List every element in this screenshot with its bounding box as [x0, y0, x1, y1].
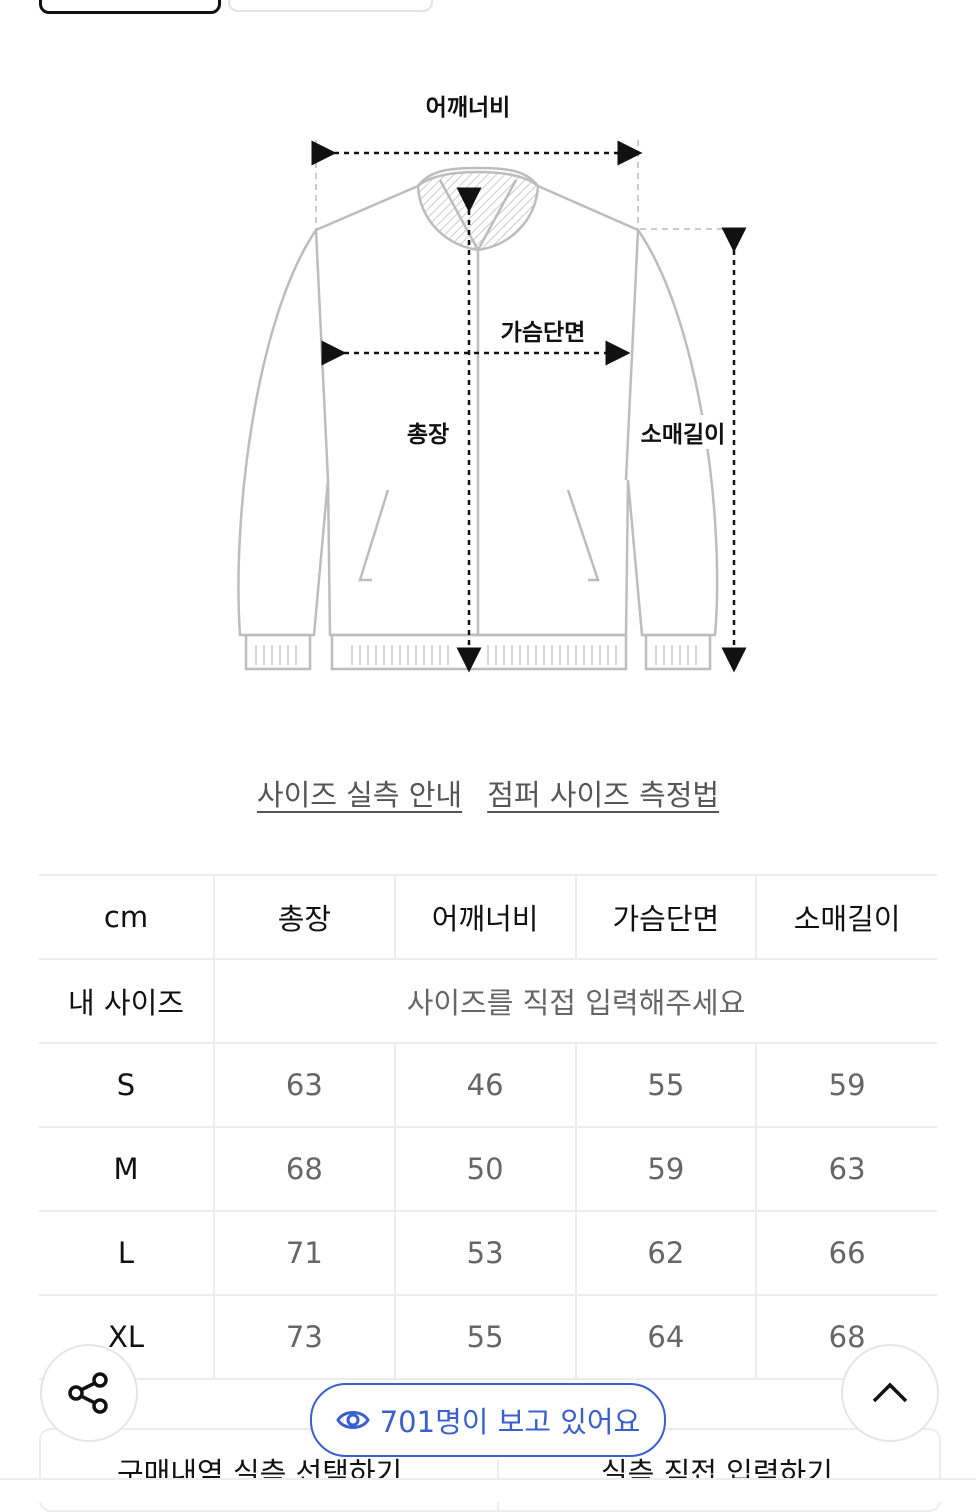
header-chest: 가슴단면 — [574, 874, 757, 960]
viewers-text: 701명이 보고 있어요 — [379, 1405, 641, 1439]
table-row: M 68 50 59 63 — [39, 1126, 937, 1212]
size-label: S — [39, 1042, 214, 1128]
table-row: XL 73 55 64 68 — [39, 1294, 937, 1380]
tab-button-selected[interactable] — [39, 0, 221, 14]
cell: 63 — [755, 1126, 937, 1212]
my-size-label: 내 사이즈 — [39, 958, 214, 1044]
cell: 53 — [393, 1210, 576, 1296]
table-row: S 63 46 55 59 — [39, 1042, 937, 1128]
cell: 59 — [574, 1126, 757, 1212]
header-unit: cm — [39, 874, 214, 960]
header-shoulder: 어깨너비 — [393, 874, 576, 960]
cell: 50 — [393, 1126, 576, 1212]
eye-icon — [335, 1411, 370, 1429]
size-label: L — [39, 1210, 214, 1296]
cell: 64 — [574, 1294, 757, 1380]
size-table: cm 총장 어깨너비 가슴단면 소매길이 내 사이즈 사이즈를 직접 입력해주세… — [39, 874, 937, 1380]
sleeve-label: 소매길이 — [640, 415, 726, 449]
tab-button[interactable] — [228, 0, 433, 12]
cell: 71 — [213, 1210, 395, 1296]
cell: 55 — [393, 1294, 576, 1380]
table-row: L 71 53 62 66 — [39, 1210, 937, 1296]
my-size-row: 내 사이즈 사이즈를 직접 입력해주세요 — [39, 958, 937, 1044]
size-guide-link[interactable]: 사이즈 실측 안내 — [256, 778, 463, 812]
jumper-measure-link[interactable]: 점퍼 사이즈 측정법 — [487, 778, 720, 812]
header-length: 총장 — [213, 874, 395, 960]
cell: 63 — [213, 1042, 395, 1128]
scroll-top-button[interactable] — [841, 1344, 939, 1442]
length-label: 총장 — [406, 422, 450, 448]
cell: 59 — [755, 1042, 937, 1128]
cell: 66 — [755, 1210, 937, 1296]
size-label: M — [39, 1126, 214, 1212]
chest-label: 가슴단면 — [500, 320, 586, 346]
cell: 55 — [574, 1042, 757, 1128]
cell: 62 — [574, 1210, 757, 1296]
cell: 68 — [213, 1126, 395, 1212]
shoulder-label: 어깨너비 — [425, 95, 511, 121]
jacket-diagram — [237, 140, 747, 673]
share-button[interactable] — [40, 1344, 138, 1442]
my-size-input[interactable]: 사이즈를 직접 입력해주세요 — [213, 958, 937, 1044]
cell: 46 — [393, 1042, 576, 1128]
viewers-badge: 701명이 보고 있어요 — [310, 1383, 666, 1457]
header-sleeve: 소매길이 — [755, 874, 937, 960]
chevron-up-icon — [872, 1382, 908, 1403]
table-header: cm 총장 어깨너비 가슴단면 소매길이 — [39, 874, 937, 960]
share-icon — [68, 1372, 108, 1414]
cell: 73 — [213, 1294, 395, 1380]
bottom-edge — [0, 1478, 976, 1502]
guide-links: 사이즈 실측 안내 점퍼 사이즈 측정법 — [0, 772, 976, 814]
